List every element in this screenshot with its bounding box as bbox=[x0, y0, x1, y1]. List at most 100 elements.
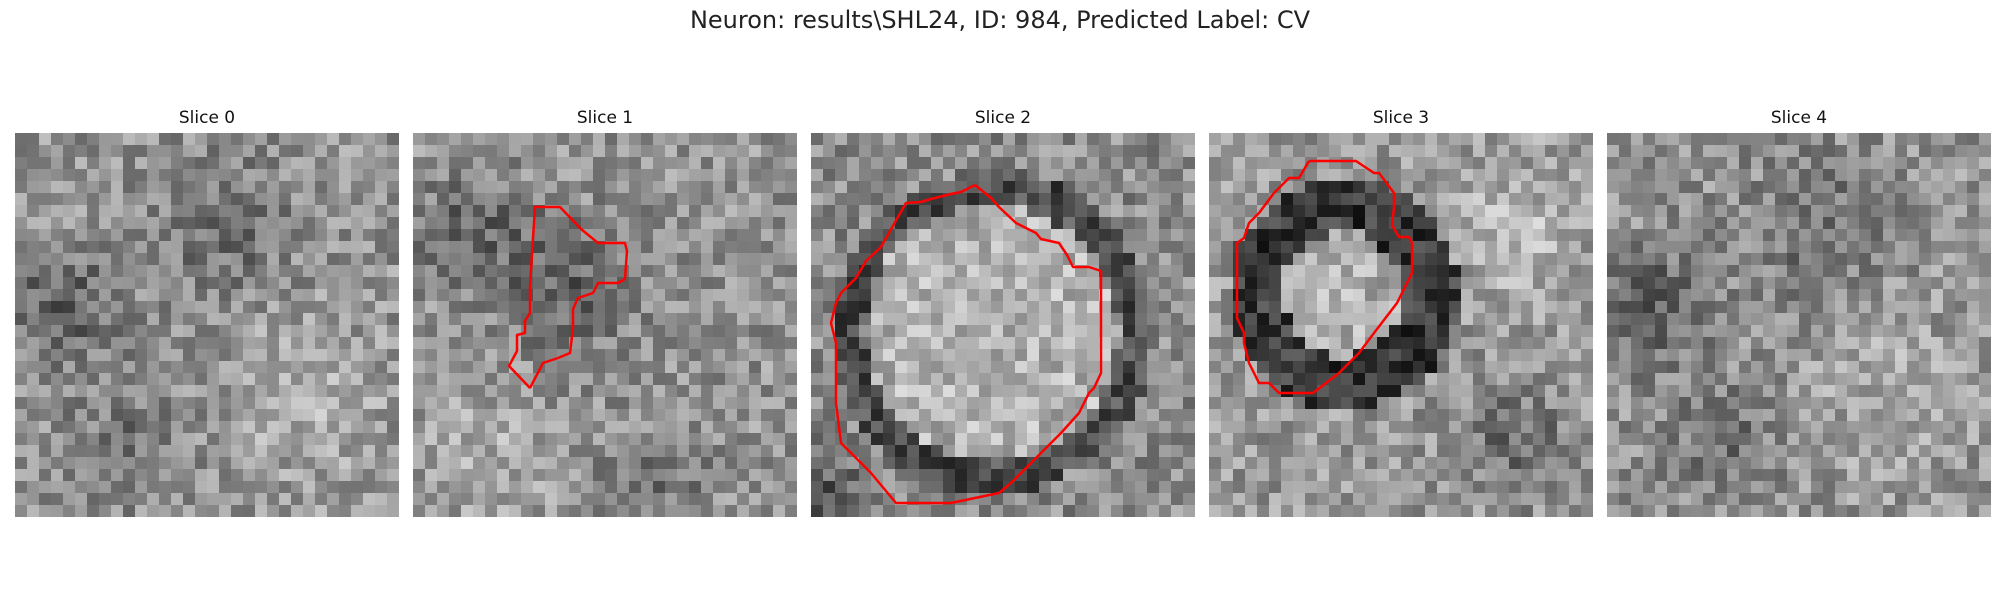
pixel bbox=[1233, 373, 1245, 385]
pixel bbox=[785, 157, 797, 169]
pixel bbox=[1099, 397, 1111, 409]
pixel bbox=[1533, 385, 1545, 397]
pixel bbox=[1533, 469, 1545, 481]
pixel bbox=[967, 505, 979, 517]
pixel bbox=[183, 469, 195, 481]
pixel bbox=[1015, 445, 1027, 457]
pixel bbox=[1955, 157, 1967, 169]
pixel bbox=[533, 241, 545, 253]
pixel bbox=[1643, 325, 1655, 337]
pixel bbox=[895, 433, 907, 445]
pixel bbox=[689, 253, 701, 265]
pixel bbox=[521, 349, 533, 361]
pixel bbox=[1209, 229, 1221, 241]
pixel bbox=[533, 409, 545, 421]
pixel bbox=[1509, 337, 1521, 349]
pixel bbox=[75, 337, 87, 349]
pixel bbox=[581, 241, 593, 253]
pixel bbox=[1569, 145, 1581, 157]
pixel bbox=[1967, 217, 1979, 229]
pixel bbox=[1425, 349, 1437, 361]
pixel bbox=[677, 469, 689, 481]
pixel bbox=[773, 181, 785, 193]
pixel bbox=[701, 421, 713, 433]
pixel bbox=[1569, 277, 1581, 289]
pixel bbox=[111, 445, 123, 457]
pixel bbox=[171, 337, 183, 349]
pixel bbox=[1257, 397, 1269, 409]
pixel bbox=[1171, 253, 1183, 265]
pixel bbox=[605, 145, 617, 157]
pixel bbox=[761, 217, 773, 229]
pixel bbox=[1063, 313, 1075, 325]
pixel bbox=[1147, 157, 1159, 169]
pixel bbox=[1497, 337, 1509, 349]
pixel bbox=[39, 361, 51, 373]
pixel bbox=[1485, 181, 1497, 193]
pixel bbox=[653, 157, 665, 169]
pixel bbox=[1269, 457, 1281, 469]
pixel bbox=[1063, 325, 1075, 337]
pixel bbox=[931, 505, 943, 517]
pixel bbox=[943, 457, 955, 469]
pixel bbox=[497, 193, 509, 205]
pixel bbox=[1569, 301, 1581, 313]
pixel bbox=[581, 325, 593, 337]
pixel bbox=[123, 433, 135, 445]
pixel bbox=[1269, 469, 1281, 481]
pixel bbox=[1269, 217, 1281, 229]
pixel bbox=[1461, 229, 1473, 241]
pixel bbox=[823, 337, 835, 349]
pixel bbox=[437, 313, 449, 325]
pixel bbox=[749, 325, 761, 337]
pixel bbox=[291, 385, 303, 397]
pixel bbox=[1847, 409, 1859, 421]
pixel bbox=[1859, 229, 1871, 241]
pixel bbox=[243, 397, 255, 409]
pixel bbox=[1233, 469, 1245, 481]
pixel bbox=[1955, 241, 1967, 253]
pixel bbox=[1269, 145, 1281, 157]
pixel bbox=[785, 469, 797, 481]
pixel bbox=[1859, 361, 1871, 373]
pixel bbox=[1643, 169, 1655, 181]
pixel bbox=[99, 277, 111, 289]
pixel bbox=[1847, 241, 1859, 253]
pixel bbox=[1955, 145, 1967, 157]
pixel bbox=[111, 205, 123, 217]
pixel bbox=[1763, 157, 1775, 169]
pixel bbox=[1245, 493, 1257, 505]
pixel bbox=[545, 433, 557, 445]
pixel bbox=[967, 217, 979, 229]
pixel bbox=[725, 385, 737, 397]
pixel bbox=[437, 397, 449, 409]
pixel bbox=[617, 481, 629, 493]
pixel bbox=[1739, 373, 1751, 385]
pixel bbox=[1281, 481, 1293, 493]
pixel bbox=[63, 133, 75, 145]
pixel bbox=[1341, 385, 1353, 397]
pixel bbox=[1703, 385, 1715, 397]
pixel bbox=[1123, 241, 1135, 253]
pixel bbox=[291, 253, 303, 265]
pixel bbox=[87, 505, 99, 517]
pixel bbox=[835, 313, 847, 325]
pixel bbox=[99, 349, 111, 361]
pixel bbox=[1581, 193, 1593, 205]
pixel bbox=[1209, 433, 1221, 445]
pixel bbox=[761, 313, 773, 325]
pixel bbox=[207, 409, 219, 421]
pixel bbox=[1631, 145, 1643, 157]
pixel bbox=[1967, 241, 1979, 253]
pixel bbox=[1413, 217, 1425, 229]
pixel bbox=[1317, 313, 1329, 325]
pixel bbox=[1341, 241, 1353, 253]
pixel bbox=[1907, 433, 1919, 445]
pixel bbox=[701, 469, 713, 481]
pixel bbox=[1111, 481, 1123, 493]
pixel bbox=[291, 241, 303, 253]
pixel bbox=[1075, 325, 1087, 337]
pixel bbox=[677, 253, 689, 265]
pixel bbox=[557, 385, 569, 397]
pixel bbox=[1269, 397, 1281, 409]
